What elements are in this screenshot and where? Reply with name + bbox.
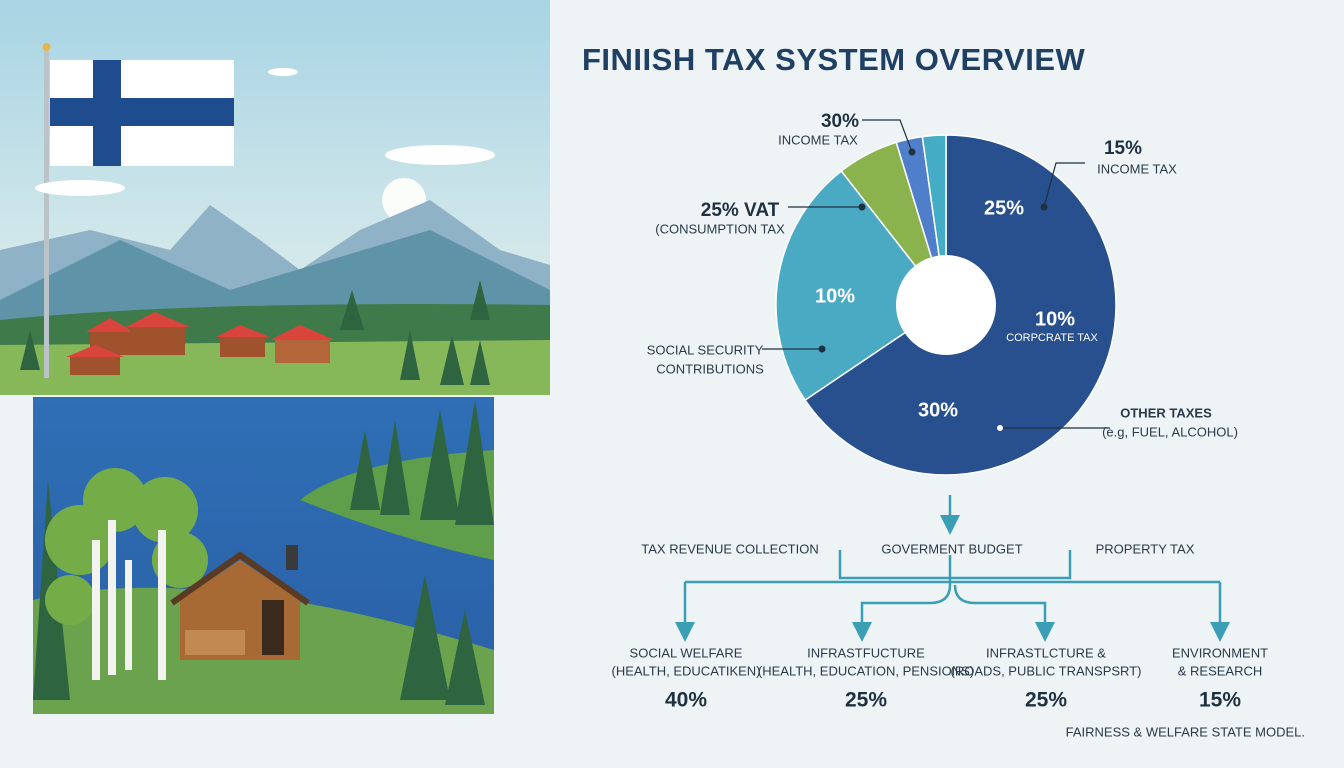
branch-detail: (ROADS, PUBLIC TRANSPSRT): [951, 663, 1142, 678]
callout-value: 30%: [821, 111, 859, 132]
callout-value: 15%: [1104, 138, 1142, 159]
pie-wedge: [775, 169, 948, 402]
callout-label: (CONSUMPTION TAX: [655, 221, 785, 236]
callout-value: 25% VAT: [701, 200, 780, 221]
branch-share: 25%: [845, 689, 887, 712]
branches: SOCIAL WELFARE (HEALTH, EDUCATIKEN) 40% INF…: [611, 645, 1268, 711]
flow-top: PROPERTY TAX: [1096, 541, 1195, 556]
callout-label: (e.g, FUEL, ALCOHOL): [1102, 424, 1238, 439]
branch-detail: (HEALTH, EDUCATIKEN): [611, 663, 760, 678]
branch-share: 15%: [1199, 689, 1241, 712]
callout-lines: [762, 119, 1110, 431]
branch-share: 40%: [665, 689, 707, 712]
callout-value: SOCIAL SECURITY: [647, 342, 764, 357]
slice-label: 30%: [918, 399, 958, 421]
branch-detail: & RESEARCH: [1178, 663, 1263, 678]
branch-share: 25%: [1025, 689, 1067, 712]
callout-label: INCOME TAX: [778, 132, 858, 147]
branch-detail: (HEALTH, EDUCATION, PENSIONS): [758, 663, 974, 678]
callout-label: INCOME TAX: [1097, 161, 1177, 176]
slice-label: 10%: [1035, 308, 1075, 330]
flow-top: GOVERMENT BUDGET: [881, 541, 1022, 556]
branch-title: ENVIRONMENT: [1172, 645, 1268, 660]
branch-title: INFRASTLCTURE &: [986, 645, 1106, 660]
landscape-illustration: [0, 0, 550, 395]
callout-label: CONTRIBUTIONS: [656, 361, 764, 376]
flow-arrows: [675, 495, 1230, 642]
slice-label: 25%: [984, 197, 1024, 219]
title: FINIISH TAX SYSTEM OVERVIEW: [582, 42, 1085, 77]
branch-title: SOCIAL WELFARE: [630, 645, 743, 660]
pie-hole: [896, 255, 996, 355]
slice-sublabel: CORPCRATE TAX: [1006, 332, 1098, 344]
branch-title: INFRASTFUCTURE: [807, 645, 925, 660]
slice-label: 10%: [815, 285, 855, 307]
lake-illustration: [33, 397, 494, 714]
callout-value: OTHER TAXES: [1120, 405, 1212, 420]
flow-top: TAX REVENUE COLLECTION: [641, 541, 818, 556]
footer: FAIRNESS & WELFARE STATE MODEL.: [1066, 724, 1305, 739]
